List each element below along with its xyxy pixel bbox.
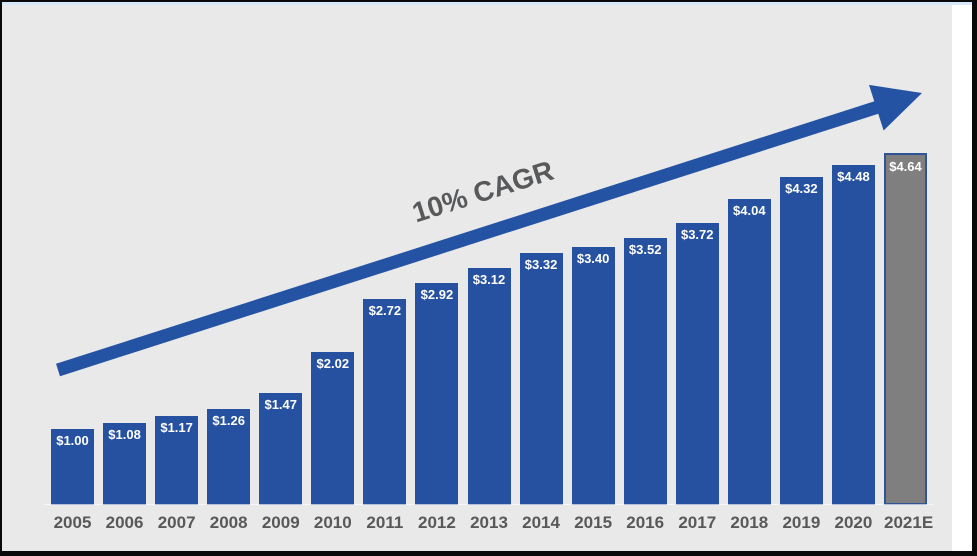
bar-2005: $1.00	[51, 429, 94, 505]
x-axis-label-2006: 2006	[105, 513, 144, 532]
x-axis-label-2013: 2013	[470, 513, 508, 532]
bar-2013: $3.12	[467, 268, 511, 505]
bar-2015: $3.40	[571, 247, 615, 505]
bar-2006: $1.08	[103, 423, 147, 505]
x-axis-label-2019: 2019	[782, 513, 821, 532]
bar-2008: $1.26	[207, 409, 251, 505]
top-border	[0, 0, 977, 2]
bar-value-label-2017: $3.72	[680, 226, 714, 242]
bar-value-label-2006: $1.08	[108, 427, 141, 443]
x-axis-label-2014: 2014	[522, 513, 560, 532]
bar-value-label-2010: $2.02	[316, 355, 350, 371]
bar-value-label-2018: $4.04	[733, 202, 766, 218]
bar-value-label-2019: $4.32	[785, 181, 818, 197]
x-axis-label-2007: 2007	[157, 513, 196, 532]
x-axis-label-2021E: 2021E	[884, 513, 934, 532]
bar-2018: $4.04	[727, 198, 771, 505]
x-axis-label-2005: 2005	[53, 513, 92, 532]
x-axis-label-2009: 2009	[261, 513, 300, 532]
bar-2012: $2.92	[415, 283, 459, 505]
x-axis-label-2015: 2015	[574, 513, 613, 532]
left-border	[0, 0, 2, 556]
bar-value-label-2009: $1.47	[264, 397, 298, 413]
bar-2020: $4.48	[831, 165, 875, 505]
bar-value-label-2008: $1.26	[212, 413, 245, 429]
bar-value-label-2021E: $4.64	[889, 159, 922, 174]
bar-2011: $2.72	[363, 298, 407, 505]
bar-value-label-2015: $3.40	[576, 251, 610, 267]
bar-2021E: $4.64	[884, 153, 927, 505]
bar-2019: $4.32	[779, 177, 823, 505]
right-margin	[952, 0, 972, 556]
bar-2014: $3.32	[519, 253, 563, 505]
bar-value-label-2012: $2.92	[420, 287, 454, 303]
x-axis-label-2020: 2020	[834, 513, 873, 532]
bar-value-label-2005: $1.00	[56, 433, 89, 449]
bar-value-label-2007: $1.17	[160, 420, 193, 436]
right-border	[972, 0, 977, 556]
bar-2016: $3.52	[623, 237, 667, 505]
bar-2017: $3.72	[675, 222, 719, 505]
bar-value-label-2016: $3.52	[628, 241, 662, 257]
x-axis-label-2017: 2017	[678, 513, 717, 532]
x-axis-label-2018: 2018	[730, 513, 769, 532]
top-accent-strip	[2, 2, 972, 5]
x-axis-label-2012: 2012	[418, 513, 456, 532]
x-axis-label-2010: 2010	[313, 513, 352, 532]
bar-2010: $2.02	[311, 351, 355, 505]
bar-value-label-2013: $3.12	[472, 272, 506, 288]
bar-value-label-2020: $4.48	[837, 169, 870, 185]
x-axis-label-2016: 2016	[626, 513, 665, 532]
x-axis-line	[44, 504, 934, 505]
bar-value-label-2011: $2.72	[368, 302, 402, 318]
arrow-head	[869, 84, 922, 131]
bar-2009: $1.47	[259, 393, 303, 505]
x-axis-label-2008: 2008	[209, 513, 248, 532]
bar-2007: $1.17	[155, 416, 199, 505]
x-axis-labels: 2005 2006 2007 2008 2009 2010 2011 2012 2013 2014…	[51, 513, 934, 533]
x-axis-label-2011: 2011	[366, 513, 404, 532]
bottom-border	[0, 551, 977, 556]
bar-value-label-2014: $3.32	[524, 257, 558, 273]
